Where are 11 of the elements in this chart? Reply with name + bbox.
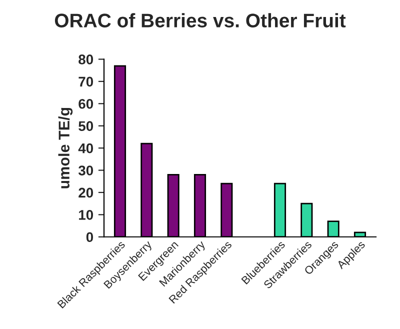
- y-tick-label: 80: [78, 54, 94, 64]
- y-tick-label: 40: [78, 143, 94, 154]
- y-tick-label: 70: [78, 76, 94, 87]
- y-tick-label: 30: [78, 166, 94, 176]
- y-tick-label: 20: [78, 188, 94, 198]
- y-axis-title: umole TE/g: [58, 108, 73, 188]
- y-tick-label: 0: [86, 232, 94, 242]
- y-tick-label: 10: [79, 210, 94, 220]
- chart-title: ORAC of Berries vs. Other Fruit: [54, 13, 346, 28]
- y-tick-label: 50: [78, 121, 94, 132]
- y-tick-label: 60: [78, 98, 94, 109]
